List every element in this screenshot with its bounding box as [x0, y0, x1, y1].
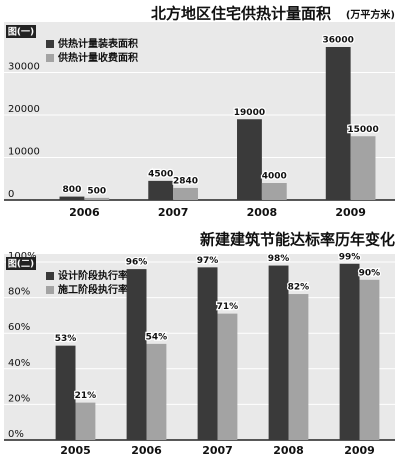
bar [350, 136, 376, 200]
y-tick-label: 30000 [8, 62, 40, 73]
figure-tag-box [6, 25, 36, 38]
value-label: 71% [217, 302, 239, 312]
value-label: 98% [268, 254, 290, 264]
y-tick-label: 80% [8, 287, 30, 298]
x-tick-label: 2009 [335, 206, 366, 219]
bar [126, 269, 147, 440]
legend-label: 设计阶段执行率 [58, 269, 128, 282]
x-tick-label: 2007 [158, 206, 189, 219]
bar [146, 343, 167, 440]
legend-swatch [46, 54, 54, 62]
bar [59, 196, 85, 200]
bar [75, 402, 96, 440]
chart-title: 新建建筑节能达标率历年变化 [200, 231, 395, 249]
x-tick-label: 2006 [69, 206, 100, 219]
legend-swatch [46, 272, 54, 280]
value-label: 36000 [323, 36, 354, 46]
value-label: 2840 [173, 176, 198, 186]
value-label: 21% [75, 391, 97, 401]
figure-tag-box [6, 257, 36, 270]
bar [288, 294, 309, 440]
bar [359, 279, 380, 440]
y-tick-label: 20% [8, 393, 30, 404]
y-tick-label: 100% [8, 251, 37, 262]
value-label: 4500 [148, 169, 173, 179]
bar [325, 47, 351, 200]
y-tick-label: 60% [8, 322, 30, 333]
y-tick-label: 20000 [8, 104, 40, 115]
legend-swatch [46, 40, 54, 48]
value-label: 99% [339, 252, 361, 262]
bar [339, 263, 360, 440]
bar [261, 183, 287, 200]
y-tick-label: 0 [8, 189, 14, 200]
value-label: 15000 [347, 125, 378, 135]
x-tick-label: 2005 [60, 444, 91, 457]
bar [268, 265, 289, 440]
value-label: 19000 [234, 108, 265, 118]
legend-label: 供热计量装表面积 [57, 37, 138, 50]
bar [237, 119, 262, 200]
legend-label: 供热计量收费面积 [57, 51, 138, 64]
value-label: 90% [359, 268, 381, 278]
y-tick-label: 10000 [8, 147, 40, 158]
figure-tag: 图(二) [8, 259, 34, 270]
bar [173, 187, 198, 200]
x-tick-label: 2006 [131, 444, 162, 457]
bar [55, 345, 76, 440]
value-label: 4000 [262, 172, 287, 182]
value-label: 800 [63, 185, 82, 195]
value-label: 53% [55, 334, 77, 344]
bar [197, 267, 218, 440]
x-tick-label: 2009 [344, 444, 375, 457]
chart-title: 北方地区住宅供热计量面积 [151, 5, 331, 23]
x-tick-label: 2007 [202, 444, 233, 457]
y-tick-label: 40% [8, 358, 30, 369]
bar [148, 180, 174, 200]
value-label: 54% [146, 332, 168, 342]
chart-unit: (万平方米) [346, 8, 395, 21]
x-tick-label: 2008 [247, 206, 278, 219]
y-tick-label: 0% [8, 429, 24, 440]
x-tick-label: 2008 [273, 444, 304, 457]
value-label: 500 [87, 186, 106, 196]
bar [217, 313, 238, 440]
bar [84, 197, 110, 200]
figure-tag: 图(一) [8, 27, 34, 38]
value-label: 97% [197, 256, 219, 266]
legend-label: 施工阶段执行率 [58, 283, 128, 296]
legend-swatch [46, 286, 54, 294]
value-label: 96% [126, 258, 148, 268]
value-label: 82% [288, 283, 310, 293]
